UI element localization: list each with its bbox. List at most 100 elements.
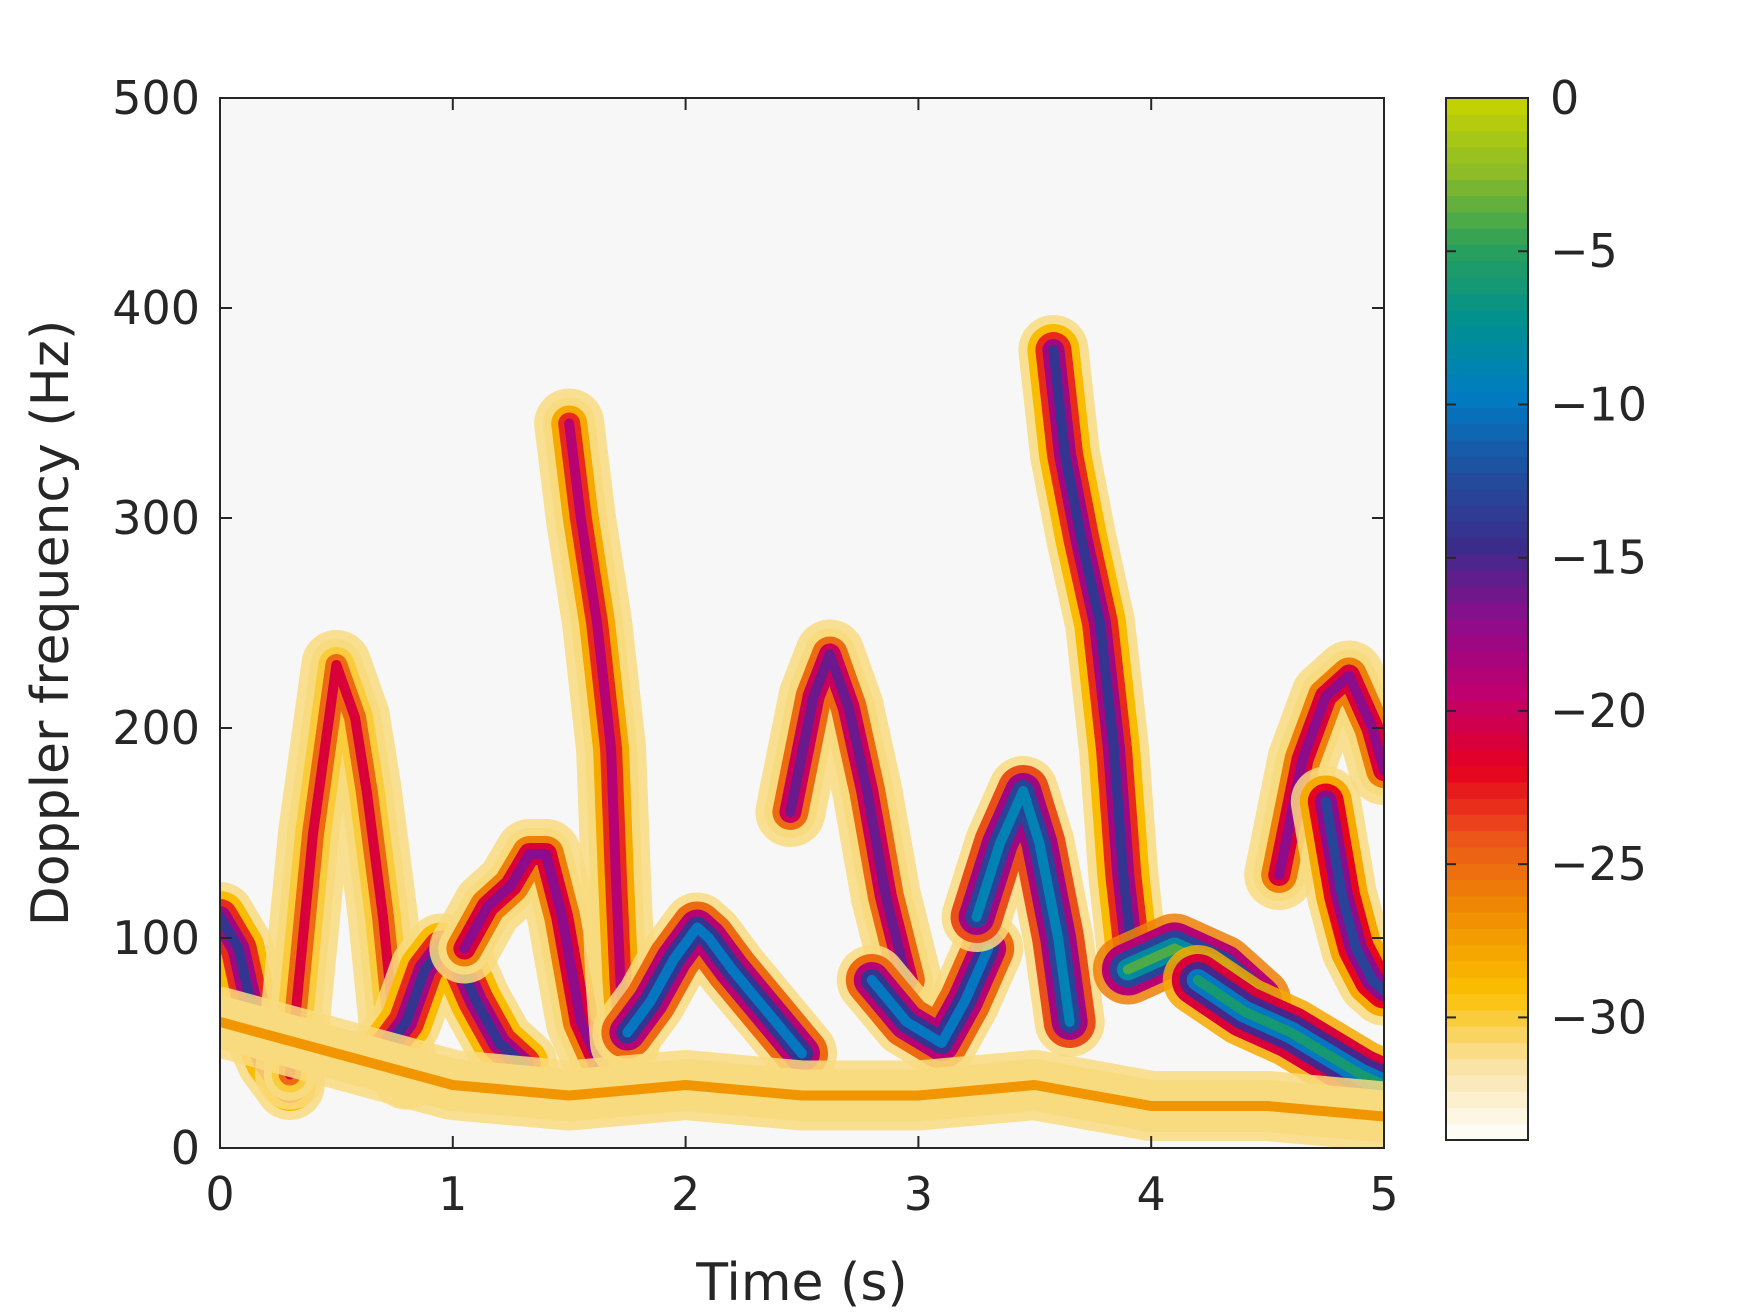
y-tick-label: 300 — [112, 491, 200, 545]
colorbar-tick-label: −5 — [1550, 224, 1618, 278]
colorbar-band — [1446, 488, 1528, 506]
colorbar-band — [1446, 423, 1528, 441]
ridge-7-band-4 — [866, 943, 994, 1048]
colorbar-band — [1446, 1123, 1528, 1141]
colorbar-tick-label: −10 — [1550, 377, 1647, 431]
colorbar-band — [1446, 342, 1528, 360]
ridge-6-band-4 — [785, 649, 912, 985]
ridge-11-band-4 — [1192, 975, 1384, 1090]
colorbar-band — [1446, 781, 1528, 799]
ridge-12-band-4 — [1274, 670, 1384, 880]
colorbar-band — [1446, 765, 1528, 783]
colorbar-band — [1446, 211, 1528, 229]
colorbar-band — [1446, 846, 1528, 864]
ridge-4-band-4 — [564, 418, 631, 1048]
colorbar-band — [1446, 814, 1528, 832]
ridge-9-band-4 — [1048, 345, 1138, 964]
x-tick-label: 0 — [205, 1167, 234, 1221]
colorbar-band — [1446, 602, 1528, 620]
ridge-3-band-4 — [459, 849, 605, 1069]
colorbar-band — [1446, 700, 1528, 718]
x-tick-label: 5 — [1369, 1167, 1398, 1221]
colorbar-band — [1446, 553, 1528, 571]
ridge-13-band-4 — [1320, 796, 1384, 996]
colorbar-band — [1446, 798, 1528, 815]
y-axis-label: Doppler frequency (Hz) — [21, 320, 81, 927]
colorbar-band — [1446, 1042, 1528, 1060]
ridge-8-band-4 — [971, 786, 1075, 1027]
colorbar-band — [1446, 521, 1528, 539]
colorbar-band — [1446, 472, 1528, 490]
colorbar-tick-label: 0 — [1550, 71, 1579, 125]
colorbar-band — [1446, 1074, 1528, 1092]
x-tick-label: 2 — [671, 1167, 700, 1221]
colorbar-band — [1446, 163, 1528, 181]
colorbar-band — [1446, 537, 1528, 555]
colorbar-band — [1446, 146, 1528, 164]
colorbar-band — [1446, 505, 1528, 522]
colorbar-band — [1446, 407, 1528, 425]
colorbar-band — [1446, 130, 1528, 148]
colorbar-band — [1446, 260, 1528, 278]
colorbar-band — [1446, 293, 1528, 311]
colorbar-band — [1446, 1091, 1528, 1109]
axes-frame — [219, 97, 1385, 1149]
x-axis-label: Time (s) — [695, 1253, 907, 1313]
ridge-5-band-4 — [622, 922, 807, 1059]
colorbar-band — [1446, 1058, 1528, 1076]
colorbar-band — [1446, 749, 1528, 767]
ridge-14-band-4 — [220, 1017, 1384, 1122]
colorbar-band — [1446, 619, 1528, 636]
colorbar-tick-label: −15 — [1550, 531, 1647, 585]
colorbar-band — [1446, 98, 1528, 115]
colorbar-tick-label: −30 — [1550, 990, 1647, 1044]
colorbar-band — [1446, 977, 1528, 995]
colorbar-band — [1446, 244, 1528, 262]
colorbar-band — [1446, 456, 1528, 474]
y-tick-label: 400 — [112, 281, 200, 335]
y-tick-label: 500 — [112, 71, 200, 125]
colorbar-band — [1446, 114, 1528, 132]
colorbar-frame — [1445, 97, 1529, 1141]
colorbar-band — [1446, 912, 1528, 929]
colorbar — [1446, 98, 1528, 1141]
colorbar-band — [1446, 391, 1528, 408]
x-axis: 0 1 2 3 4 5 — [205, 98, 1399, 1221]
colorbar-band — [1446, 195, 1528, 213]
y-axis: 0 100 200 300 400 500 — [112, 71, 1384, 1175]
colorbar-band — [1446, 716, 1528, 734]
y-tick-label: 0 — [171, 1121, 200, 1175]
colorbar-band — [1446, 879, 1528, 897]
colorbar-axis: 0 −5 −10 −15 −20 −25 −30 — [1446, 71, 1647, 1044]
spectrogram-heatmap — [220, 315, 1384, 1148]
colorbar-band — [1446, 1026, 1528, 1043]
y-tick-label: 200 — [112, 701, 200, 755]
colorbar-band — [1446, 586, 1528, 604]
colorbar-band — [1446, 944, 1528, 962]
colorbar-band — [1446, 325, 1528, 343]
colorbar-tick-label: −25 — [1550, 837, 1647, 891]
colorbar-band — [1446, 635, 1528, 653]
colorbar-band — [1446, 1009, 1528, 1027]
colorbar-band — [1446, 928, 1528, 946]
colorbar-band — [1446, 667, 1528, 685]
colorbar-band — [1446, 651, 1528, 669]
colorbar-band — [1446, 732, 1528, 750]
colorbar-band — [1446, 1107, 1528, 1125]
x-tick-label: 4 — [1137, 1167, 1166, 1221]
colorbar-band — [1446, 179, 1528, 197]
colorbar-band — [1446, 439, 1528, 457]
colorbar-band — [1446, 895, 1528, 913]
colorbar-band — [1446, 960, 1528, 978]
colorbar-band — [1446, 863, 1528, 881]
colorbar-band — [1446, 277, 1528, 294]
y-tick-label: 100 — [112, 911, 200, 965]
x-tick-label: 3 — [904, 1167, 933, 1221]
colorbar-band — [1446, 358, 1528, 376]
colorbar-band — [1446, 570, 1528, 588]
colorbar-band — [1446, 309, 1528, 327]
colorbar-band — [1446, 993, 1528, 1011]
x-tick-label: 1 — [438, 1167, 467, 1221]
colorbar-band — [1446, 374, 1528, 392]
